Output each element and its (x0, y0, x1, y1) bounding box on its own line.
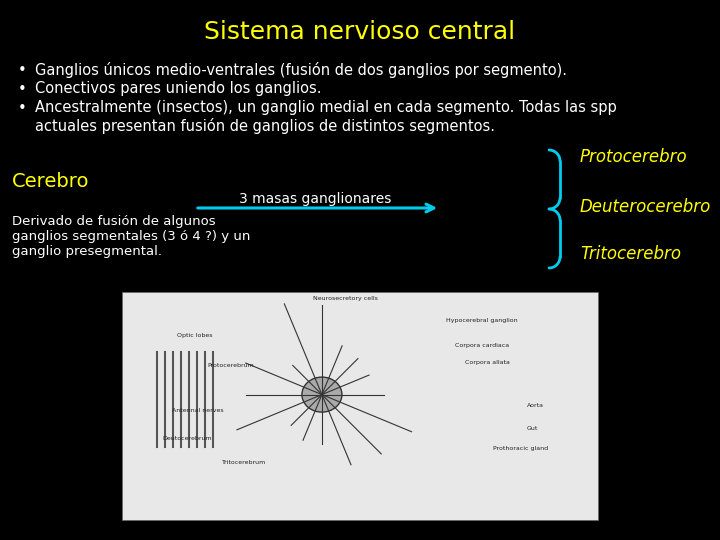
Text: Aorta: Aorta (526, 403, 544, 408)
Text: •: • (18, 82, 27, 97)
Text: Hypocerebral ganglion: Hypocerebral ganglion (446, 318, 517, 323)
Text: Protocerebrum: Protocerebrum (207, 363, 253, 368)
Text: Deuterocerebro: Deuterocerebro (580, 198, 711, 216)
Text: Antennal nerves: Antennal nerves (172, 408, 224, 413)
Bar (122, 292, 598, 520)
Text: Conectivos pares uniendo los ganglios.: Conectivos pares uniendo los ganglios. (35, 81, 322, 96)
Text: Tritocerebro: Tritocerebro (580, 245, 681, 263)
Text: 3 masas ganglionares: 3 masas ganglionares (239, 192, 391, 206)
Text: •: • (18, 63, 27, 78)
Text: Derivado de fusión de algunos
ganglios segmentales (3 ó 4 ?) y un
ganglio preseg: Derivado de fusión de algunos ganglios s… (12, 215, 251, 258)
Text: Neurosecretory cells: Neurosecretory cells (313, 296, 378, 301)
Text: •: • (18, 101, 27, 116)
Text: Corpora cardiaca: Corpora cardiaca (455, 343, 509, 348)
Text: Prothoracic gland: Prothoracic gland (493, 446, 549, 451)
Text: Ganglios únicos medio-ventrales (fusión de dos ganglios por segmento).: Ganglios únicos medio-ventrales (fusión … (35, 62, 567, 78)
Text: Tritocerebrum: Tritocerebrum (222, 460, 266, 465)
Text: Corpora allata: Corpora allata (464, 360, 510, 365)
Text: Ancestralmente (insectos), un ganglio medial en cada segmento. Todas las spp
act: Ancestralmente (insectos), un ganglio me… (35, 100, 617, 133)
Text: Gut: Gut (526, 426, 538, 431)
Text: Optic lobes: Optic lobes (177, 333, 212, 338)
Ellipse shape (302, 377, 342, 412)
Text: Sistema nervioso central: Sistema nervioso central (204, 20, 516, 44)
Text: Cerebro: Cerebro (12, 172, 89, 191)
Text: Protocerebro: Protocerebro (580, 148, 688, 166)
Text: Deutocerebrum: Deutocerebrum (162, 436, 212, 441)
